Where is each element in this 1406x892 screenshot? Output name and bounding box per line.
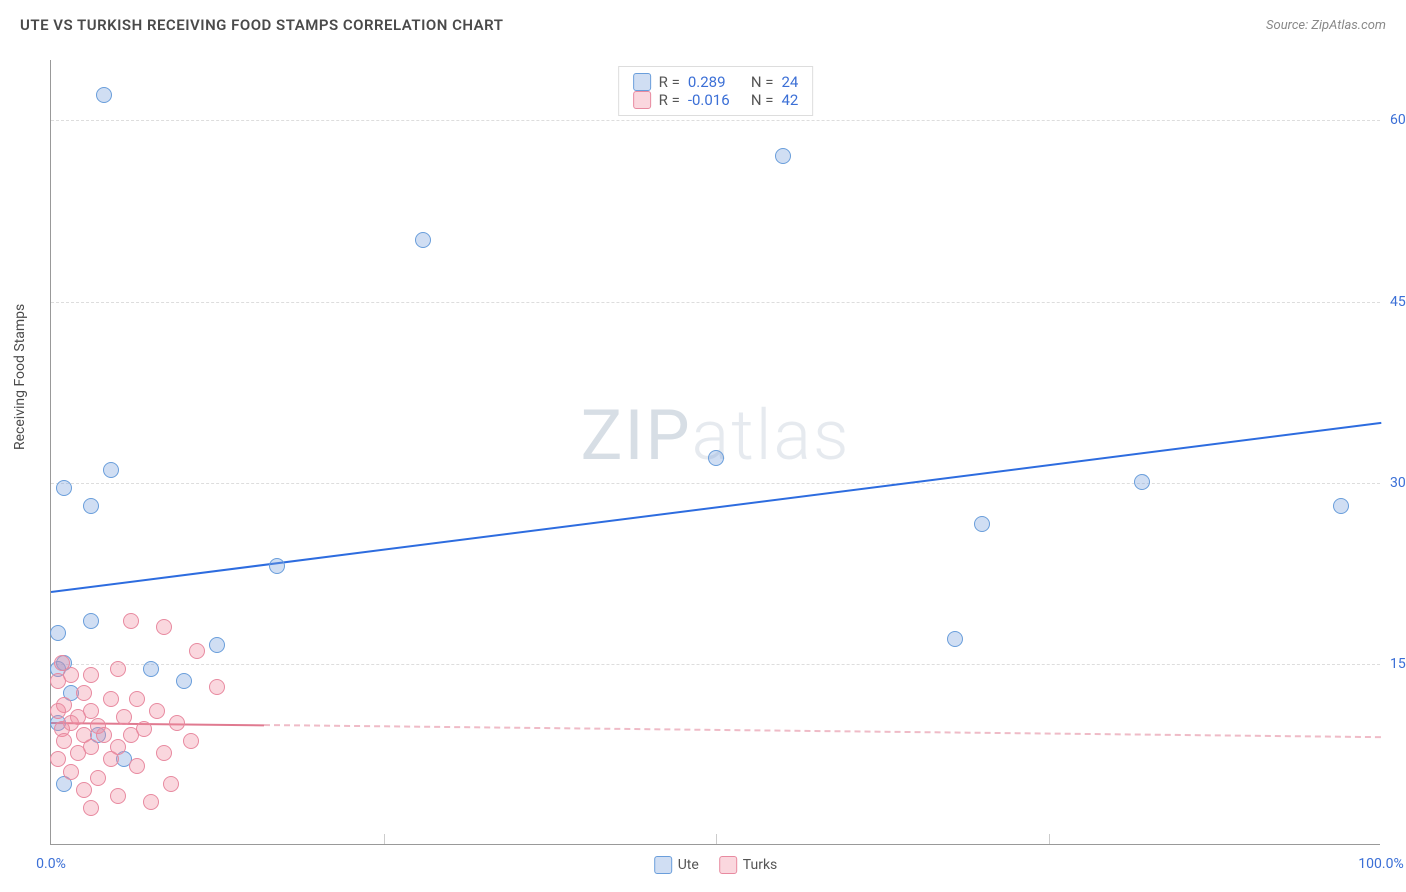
data-point xyxy=(156,619,172,635)
legend-row: R = -0.016 N = 42 xyxy=(633,91,799,109)
legend-r-value: -0.016 xyxy=(688,91,743,109)
legend-swatch xyxy=(633,91,651,109)
data-point xyxy=(83,800,99,816)
y-gridline xyxy=(51,483,1380,484)
chart-area: ZIPatlas R =0.289N =24R =-0.016N =42 Ute… xyxy=(50,60,1380,845)
legend-r-label: R = xyxy=(659,91,680,109)
y-gridline xyxy=(51,664,1380,665)
legend-n-value: 42 xyxy=(781,91,798,109)
x-minor-tick xyxy=(384,834,385,844)
legend-swatch xyxy=(654,856,672,874)
y-tick-label: 60.0% xyxy=(1390,112,1406,128)
data-point xyxy=(149,703,165,719)
chart-title: UTE VS TURKISH RECEIVING FOOD STAMPS COR… xyxy=(20,16,503,34)
data-point xyxy=(1333,498,1349,514)
data-point xyxy=(123,727,139,743)
data-point xyxy=(189,643,205,659)
data-point xyxy=(110,788,126,804)
legend-n-label: N = xyxy=(751,91,774,109)
x-minor-tick xyxy=(716,834,717,844)
y-gridline xyxy=(51,302,1380,303)
data-point xyxy=(83,498,99,514)
data-point xyxy=(90,770,106,786)
data-point xyxy=(143,794,159,810)
legend-n-label: N = xyxy=(751,73,774,91)
title-bar: UTE VS TURKISH RECEIVING FOOD STAMPS COR… xyxy=(0,0,1406,42)
data-point xyxy=(56,733,72,749)
y-tick-label: 45.0% xyxy=(1390,294,1406,310)
legend-label: Ute xyxy=(678,857,699,873)
data-point xyxy=(775,148,791,164)
legend-r-value: 0.289 xyxy=(688,73,743,91)
trend-line xyxy=(264,724,1381,738)
data-point xyxy=(129,758,145,774)
data-point xyxy=(183,733,199,749)
data-point xyxy=(103,691,119,707)
data-point xyxy=(947,631,963,647)
data-point xyxy=(123,613,139,629)
y-gridline xyxy=(51,120,1380,121)
data-point xyxy=(708,450,724,466)
y-tick-label: 30.0% xyxy=(1390,475,1406,491)
data-point xyxy=(103,462,119,478)
data-point xyxy=(116,709,132,725)
legend-item: Ute xyxy=(654,856,699,874)
data-point xyxy=(269,558,285,574)
data-point xyxy=(103,751,119,767)
legend-label: Turks xyxy=(743,857,778,873)
data-point xyxy=(209,637,225,653)
data-point xyxy=(56,480,72,496)
legend-swatch xyxy=(633,73,651,91)
data-point xyxy=(63,764,79,780)
data-point xyxy=(50,703,66,719)
legend-r-label: R = xyxy=(659,73,680,91)
legend-row: R = 0.289 N = 24 xyxy=(633,73,799,91)
data-point xyxy=(83,613,99,629)
legend-item: Turks xyxy=(719,856,778,874)
data-point xyxy=(974,516,990,532)
data-point xyxy=(1134,474,1150,490)
data-point xyxy=(70,745,86,761)
watermark-left: ZIP xyxy=(581,395,692,477)
y-tick-label: 15.0% xyxy=(1390,656,1406,672)
data-point xyxy=(415,232,431,248)
data-point xyxy=(96,87,112,103)
legend-n-value: 24 xyxy=(781,73,798,91)
y-axis-label: Receiving Food Stamps xyxy=(12,304,28,450)
data-point xyxy=(50,673,66,689)
x-tick-label: 100.0% xyxy=(1358,856,1403,872)
data-point xyxy=(50,625,66,641)
correlation-legend: R = 0.289 N = 24 R = -0.016 N = 42 xyxy=(618,66,814,116)
data-point xyxy=(176,673,192,689)
legend-swatch xyxy=(719,856,737,874)
data-point xyxy=(209,679,225,695)
data-point xyxy=(96,727,112,743)
data-point xyxy=(143,661,159,677)
data-point xyxy=(169,715,185,731)
data-point xyxy=(156,745,172,761)
data-point xyxy=(50,751,66,767)
x-minor-tick xyxy=(1049,834,1050,844)
data-point xyxy=(110,661,126,677)
series-legend: Ute Turks xyxy=(654,856,778,874)
data-point xyxy=(76,782,92,798)
data-point xyxy=(76,685,92,701)
data-point xyxy=(163,776,179,792)
x-tick-label: 0.0% xyxy=(36,856,66,872)
trend-line xyxy=(51,422,1381,593)
data-point xyxy=(83,667,99,683)
source-label: Source: ZipAtlas.com xyxy=(1266,18,1386,33)
data-point xyxy=(129,691,145,707)
